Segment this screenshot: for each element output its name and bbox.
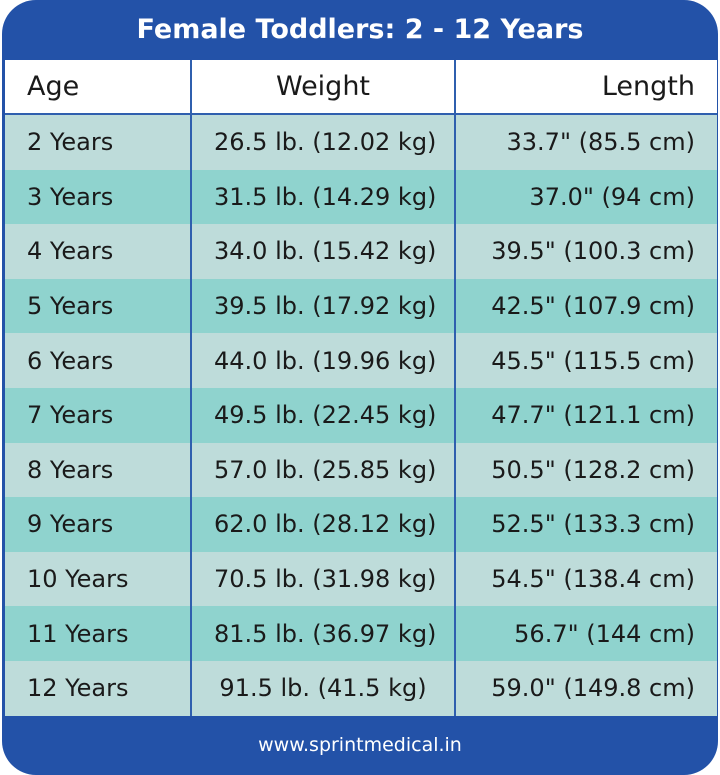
cell-length: 56.7" (144 cm) bbox=[454, 606, 717, 661]
table-row: 10 Years 70.5 lb. (31.98 kg) 54.5" (138.4 … bbox=[5, 551, 717, 607]
cell-age: 7 Years bbox=[5, 387, 191, 443]
cell-age: 10 Years bbox=[5, 551, 191, 607]
cell-age: 9 Years bbox=[5, 497, 191, 552]
table-row: 2 Years 26.5 lb. (12.02 kg) 33.7" (85.5 cm… bbox=[5, 114, 717, 170]
cell-length: 52.5" (133.3 cm) bbox=[454, 497, 717, 552]
table-row: 11 Years 81.5 lb. (36.97 kg) 56.7" (144 cm… bbox=[5, 606, 717, 661]
table-row: 7 Years 49.5 lb. (22.45 kg) 47.7" (121.1 c… bbox=[5, 387, 717, 443]
cell-length: 59.0" (149.8 cm) bbox=[454, 660, 717, 716]
cell-weight: 62.0 lb. (28.12 kg) bbox=[190, 497, 455, 552]
cell-length: 42.5" (107.9 cm) bbox=[454, 278, 717, 334]
cell-age: 12 Years bbox=[5, 660, 191, 716]
cell-length: 50.5" (128.2 cm) bbox=[454, 442, 717, 498]
header-row: Age Weight Length bbox=[5, 60, 717, 115]
table-row: 5 Years 39.5 lb. (17.92 kg) 42.5" (107.9 c… bbox=[5, 278, 717, 334]
cell-weight: 91.5 lb. (41.5 kg) bbox=[190, 660, 455, 716]
table-row: 4 Years 34.0 lb. (15.42 kg) 39.5" (100.3 c… bbox=[5, 224, 717, 279]
cell-age: 3 Years bbox=[5, 169, 191, 225]
table-row: 12 Years 91.5 lb. (41.5 kg) 59.0" (149.8 c… bbox=[5, 660, 717, 716]
cell-length: 33.7" (85.5 cm) bbox=[454, 114, 717, 170]
cell-weight: 39.5 lb. (17.92 kg) bbox=[190, 278, 455, 334]
cell-length: 37.0" (94 cm) bbox=[454, 169, 717, 225]
cell-length: 39.5" (100.3 cm) bbox=[454, 224, 717, 279]
cell-age: 4 Years bbox=[5, 224, 191, 279]
cell-length: 45.5" (115.5 cm) bbox=[454, 333, 717, 388]
table-row: 3 Years 31.5 lb. (14.29 kg) 37.0" (94 cm) bbox=[5, 169, 717, 225]
table-row: 8 Years 57.0 lb. (25.85 kg) 50.5" (128.2 c… bbox=[5, 442, 717, 498]
cell-weight: 31.5 lb. (14.29 kg) bbox=[190, 169, 455, 225]
header-age: Age bbox=[5, 60, 191, 115]
cell-weight: 49.5 lb. (22.45 kg) bbox=[190, 387, 455, 443]
cell-weight: 34.0 lb. (15.42 kg) bbox=[190, 224, 455, 279]
cell-length: 54.5" (138.4 cm) bbox=[454, 551, 717, 607]
chart-title: Female Toddlers: 2 - 12 Years bbox=[136, 14, 584, 45]
cell-weight: 57.0 lb. (25.85 kg) bbox=[190, 442, 455, 498]
cell-weight: 26.5 lb. (12.02 kg) bbox=[190, 114, 455, 170]
header-length: Length bbox=[454, 60, 717, 115]
cell-length: 47.7" (121.1 cm) bbox=[454, 387, 717, 443]
cell-age: 11 Years bbox=[5, 606, 191, 661]
footer-website: www.sprintmedical.in bbox=[258, 734, 462, 756]
table-row: 6 Years 44.0 lb. (19.96 kg) 45.5" (115.5 c… bbox=[5, 333, 717, 388]
cell-age: 6 Years bbox=[5, 333, 191, 388]
cell-weight: 70.5 lb. (31.98 kg) bbox=[190, 551, 455, 607]
growth-table: Age Weight Length 2 Years 26.5 lb. (12.02… bbox=[5, 60, 717, 716]
cell-weight: 81.5 lb. (36.97 kg) bbox=[190, 606, 455, 661]
cell-weight: 44.0 lb. (19.96 kg) bbox=[190, 333, 455, 388]
cell-age: 5 Years bbox=[5, 278, 191, 334]
table-row: 9 Years 62.0 lb. (28.12 kg) 52.5" (133.3 c… bbox=[5, 497, 717, 552]
header-weight: Weight bbox=[190, 60, 455, 115]
cell-age: 2 Years bbox=[5, 114, 191, 170]
cell-age: 8 Years bbox=[5, 442, 191, 498]
